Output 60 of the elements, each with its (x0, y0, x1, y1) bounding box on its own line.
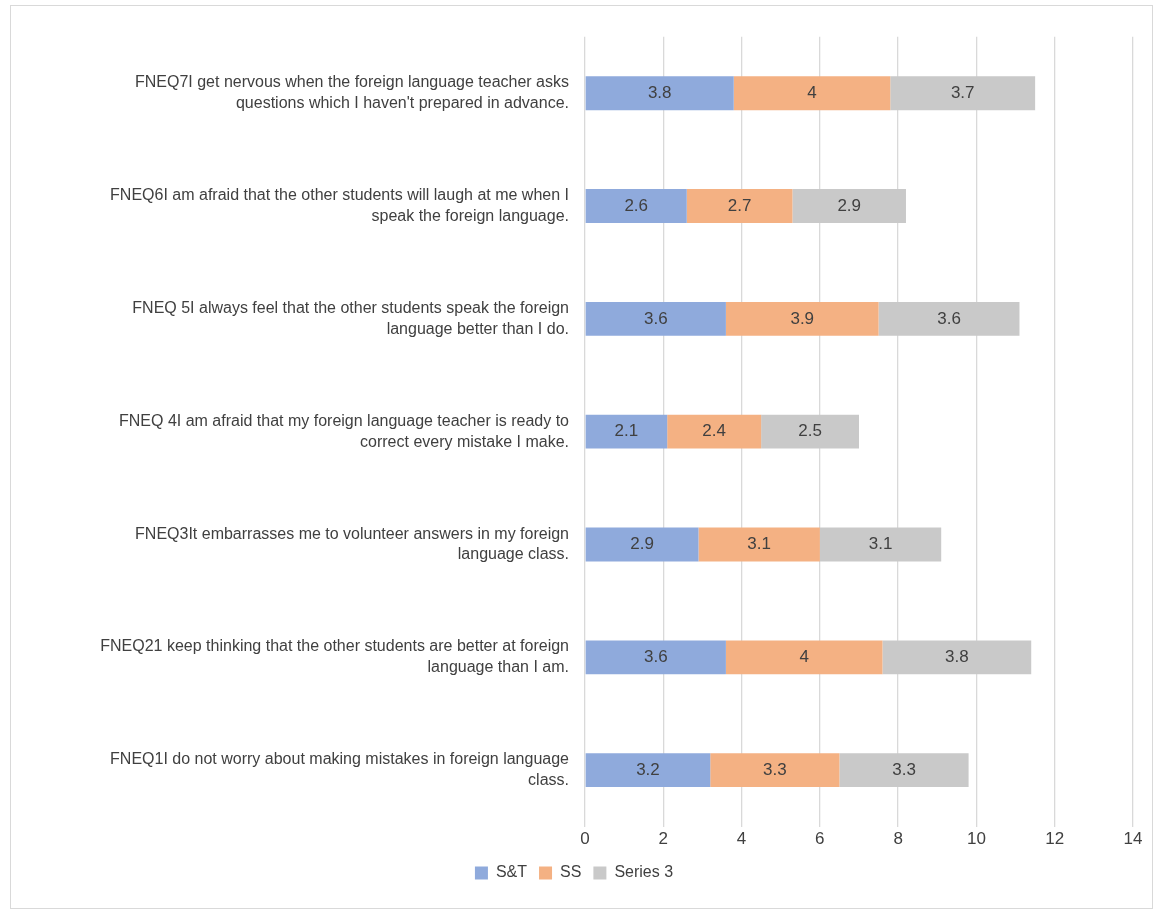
data-label: 4 (807, 82, 817, 102)
data-label: 2.1 (614, 421, 639, 441)
bar (792, 189, 906, 223)
data-label: 3.6 (643, 647, 668, 667)
bar (585, 189, 687, 223)
legend-label: SS (560, 863, 582, 881)
x-tick-label: 14 (1123, 829, 1143, 849)
bar (878, 301, 1020, 336)
bar (585, 76, 734, 111)
bar (890, 76, 1036, 111)
y-tick-label: FNEQ3It embarrasses me to volunteer answers in my foreign language class. (135, 524, 569, 563)
bar (710, 753, 840, 788)
data-label: 3.2 (636, 759, 660, 779)
bar (585, 414, 668, 449)
bar (585, 527, 699, 562)
y-tick-label: FNEQ 5I always feel that the other students speak the foreign language better than I do. (132, 298, 569, 337)
bar (585, 640, 726, 675)
data-label: 3.9 (790, 308, 815, 328)
y-tick-label: FNEQ21 keep thinking that the other students are better at foreign language than I am. (100, 637, 569, 676)
data-label: 3.8 (647, 82, 672, 102)
y-tick-label: FNEQ 4I am afraid that my foreign language teacher is ready to correct every mistake I make. (118, 411, 570, 450)
data-label: 3.1 (747, 534, 772, 554)
bar (585, 753, 711, 788)
x-tick-label: 8 (893, 829, 903, 849)
data-label: 3.6 (643, 308, 668, 328)
bar (585, 301, 726, 336)
bar (725, 301, 879, 336)
y-tick-label: FNEQ1I do not worry about making mistakes in foreign language class. (110, 750, 570, 788)
data-label: 4 (799, 647, 809, 667)
data-label: 2.9 (630, 534, 654, 554)
y-tick-label: FNEQ7I get nervous when the foreign language teacher asks questions which I haven't prepared in advance. (134, 73, 569, 112)
data-label: 3.8 (945, 647, 969, 667)
bar (761, 414, 859, 449)
legend-label: S&T (495, 863, 528, 881)
data-label: 2.5 (798, 421, 822, 441)
bar (882, 640, 1032, 675)
bar (725, 640, 883, 675)
x-tick-label: 2 (658, 829, 669, 849)
bar (839, 753, 969, 788)
data-label: 3.3 (763, 759, 787, 779)
x-tick-label: 10 (966, 829, 986, 849)
bar (733, 76, 891, 111)
x-tick-label: 12 (1045, 829, 1065, 849)
data-label: 3.3 (892, 759, 916, 779)
bar (698, 527, 820, 562)
x-tick-label: 0 (580, 829, 590, 849)
data-label: 3.7 (950, 82, 975, 102)
data-label: 2.9 (837, 195, 862, 215)
legend-label: Series 3 (614, 863, 674, 881)
bar (667, 414, 762, 449)
x-tick-label: 4 (736, 829, 747, 849)
y-tick-label: FNEQ6I am afraid that the other students will laugh at me when I speak the foreign language. (110, 186, 569, 224)
data-label: 2.4 (702, 421, 726, 441)
data-label: 3.1 (868, 534, 893, 554)
bar (686, 189, 793, 223)
x-tick-label: 6 (815, 829, 825, 849)
data-label: 2.7 (727, 195, 752, 215)
data-label: 3.6 (937, 308, 961, 328)
data-label: 2.6 (624, 195, 649, 215)
bar (819, 527, 942, 562)
